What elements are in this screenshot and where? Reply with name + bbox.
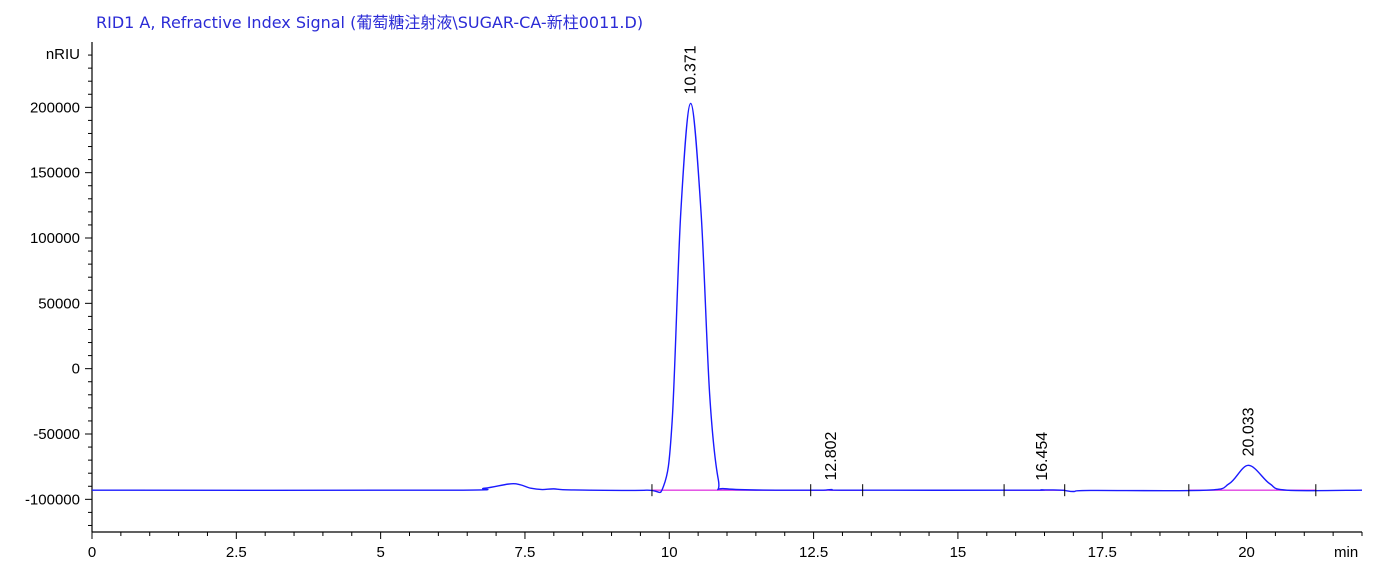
y-axis-unit: nRIU: [46, 46, 80, 63]
integration-marks: [651, 484, 1317, 497]
peak-label: 20.033: [1240, 407, 1257, 456]
peak-label: 16.454: [1034, 432, 1051, 481]
x-axis-unit: min: [1334, 544, 1358, 561]
x-tick-label: 7.5: [515, 544, 536, 561]
signal-trace-group: [91, 102, 1363, 494]
peak-labels: 10.371 12.802 16.454 20.033: [683, 45, 1258, 480]
x-tick-label: 5: [376, 544, 384, 561]
x-tick-label: 2.5: [226, 544, 247, 561]
x-tick-label: 17.5: [1088, 544, 1117, 561]
peak-label: 10.371: [683, 45, 700, 94]
chart-title: RID1 A, Refractive Index Signal (葡萄糖注射液\…: [96, 13, 644, 32]
y-tick-label: -100000: [25, 491, 80, 508]
y-tick-label: -50000: [33, 426, 80, 443]
x-tick-label: 0: [88, 544, 96, 561]
y-tick-label: 200000: [30, 99, 80, 116]
peak-label: 12.802: [823, 431, 840, 480]
x-tick-label: 12.5: [799, 544, 828, 561]
x-tick-label: 20: [1238, 544, 1255, 561]
y-tick-label: 50000: [38, 295, 80, 312]
x-tick-label: 15: [950, 544, 967, 561]
y-tick-label: 0: [72, 361, 80, 378]
axes-group: -100000 -50000 0 50000 100000 150000 200000 nRI…: [25, 42, 1363, 561]
y-tick-label: 150000: [30, 165, 80, 182]
x-tick-label: 10: [661, 544, 678, 561]
y-tick-label: 100000: [30, 230, 80, 247]
signal-trace: [91, 102, 1363, 494]
